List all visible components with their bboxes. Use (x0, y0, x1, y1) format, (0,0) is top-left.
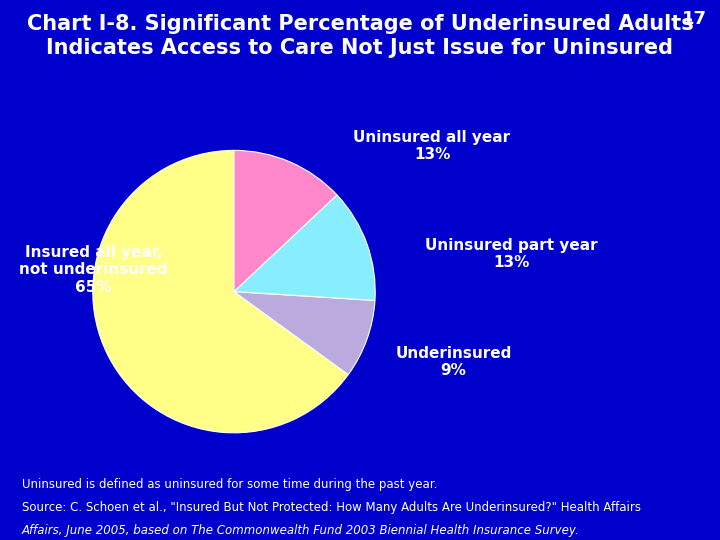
Text: Uninsured all year
13%: Uninsured all year 13% (354, 130, 510, 162)
Wedge shape (234, 195, 375, 300)
Text: 17: 17 (682, 10, 707, 28)
Text: Underinsured
9%: Underinsured 9% (395, 346, 512, 378)
Text: Uninsured is defined as uninsured for some time during the past year.: Uninsured is defined as uninsured for so… (22, 478, 437, 491)
Text: Insured all year,
not underinsured
65%: Insured all year, not underinsured 65% (19, 245, 168, 295)
Text: Uninsured part year
13%: Uninsured part year 13% (425, 238, 598, 270)
Text: Source: C. Schoen et al., "Insured But Not Protected: How Many Adults Are Underi: Source: C. Schoen et al., "Insured But N… (22, 501, 641, 514)
Wedge shape (234, 292, 375, 375)
Text: Chart I-8. Significant Percentage of Underinsured Adults
Indicates Access to Car: Chart I-8. Significant Percentage of Und… (27, 14, 693, 58)
Wedge shape (234, 150, 337, 292)
Text: Affairs, June 2005, based on The Commonwealth Fund 2003 Biennial Health Insuranc: Affairs, June 2005, based on The Commonw… (22, 524, 580, 537)
Wedge shape (93, 150, 348, 433)
